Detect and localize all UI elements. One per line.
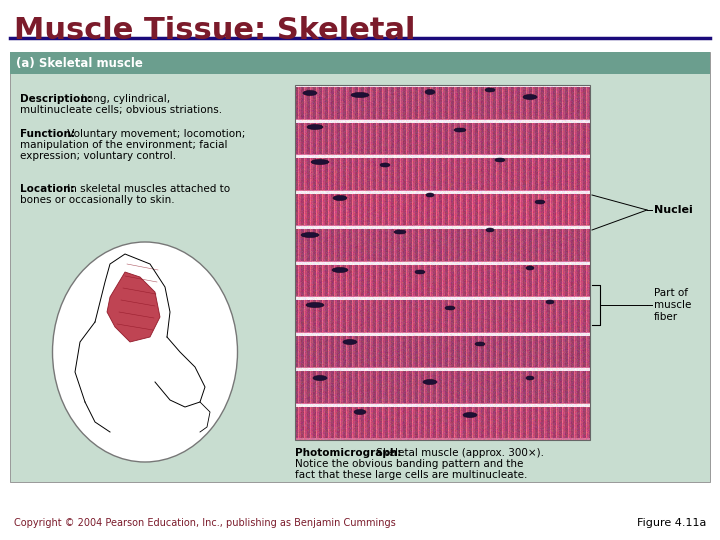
Ellipse shape — [301, 233, 319, 238]
Ellipse shape — [53, 242, 238, 462]
Text: expression; voluntary control.: expression; voluntary control. — [20, 151, 176, 161]
Text: Part of
muscle
fiber: Part of muscle fiber — [654, 288, 691, 322]
Ellipse shape — [333, 195, 347, 200]
Text: Skeletal muscle (approx. 300×).: Skeletal muscle (approx. 300×). — [373, 448, 544, 458]
Ellipse shape — [486, 228, 494, 232]
Text: Photomicrograph:: Photomicrograph: — [295, 448, 401, 458]
Ellipse shape — [311, 159, 329, 165]
Ellipse shape — [445, 306, 455, 310]
Text: Voluntary movement; locomotion;: Voluntary movement; locomotion; — [64, 129, 246, 139]
Ellipse shape — [495, 158, 505, 162]
Text: In skeletal muscles attached to: In skeletal muscles attached to — [64, 184, 230, 194]
Bar — [10, 52, 710, 74]
Ellipse shape — [475, 342, 485, 346]
Text: Copyright © 2004 Pearson Education, Inc., publishing as Benjamin Cummings: Copyright © 2004 Pearson Education, Inc.… — [14, 518, 396, 528]
Text: Location:: Location: — [20, 184, 75, 194]
Ellipse shape — [425, 90, 435, 94]
Ellipse shape — [380, 163, 390, 167]
Ellipse shape — [526, 376, 534, 380]
Ellipse shape — [351, 92, 369, 98]
Ellipse shape — [546, 300, 554, 304]
Text: Long, cylindrical,: Long, cylindrical, — [78, 94, 170, 104]
Text: Function:: Function: — [20, 129, 75, 139]
Ellipse shape — [423, 380, 437, 384]
Ellipse shape — [343, 340, 357, 345]
Ellipse shape — [303, 91, 317, 96]
Polygon shape — [107, 272, 160, 342]
Bar — [10, 52, 710, 482]
Ellipse shape — [307, 125, 323, 130]
Text: multinucleate cells; obvious striations.: multinucleate cells; obvious striations. — [20, 105, 222, 115]
Bar — [295, 85, 590, 440]
Ellipse shape — [526, 266, 534, 270]
Text: manipulation of the environment; facial: manipulation of the environment; facial — [20, 140, 228, 150]
Text: (a) Skeletal muscle: (a) Skeletal muscle — [16, 57, 143, 70]
Text: fact that these large cells are multinucleate.: fact that these large cells are multinuc… — [295, 470, 527, 480]
Ellipse shape — [523, 94, 537, 99]
Text: Notice the obvious banding pattern and the: Notice the obvious banding pattern and t… — [295, 459, 523, 469]
Ellipse shape — [485, 88, 495, 92]
Ellipse shape — [454, 128, 466, 132]
Ellipse shape — [426, 193, 434, 197]
Ellipse shape — [415, 270, 425, 274]
Ellipse shape — [463, 413, 477, 417]
Ellipse shape — [354, 409, 366, 415]
Ellipse shape — [535, 200, 545, 204]
Text: Nuclei: Nuclei — [654, 205, 693, 215]
Text: Description:: Description: — [20, 94, 91, 104]
Text: Figure 4.11a: Figure 4.11a — [636, 518, 706, 528]
Text: bones or occasionally to skin.: bones or occasionally to skin. — [20, 195, 175, 205]
Ellipse shape — [306, 302, 324, 307]
Ellipse shape — [394, 230, 406, 234]
Ellipse shape — [313, 375, 327, 381]
Ellipse shape — [332, 267, 348, 273]
Text: Muscle Tissue: Skeletal: Muscle Tissue: Skeletal — [14, 16, 415, 45]
